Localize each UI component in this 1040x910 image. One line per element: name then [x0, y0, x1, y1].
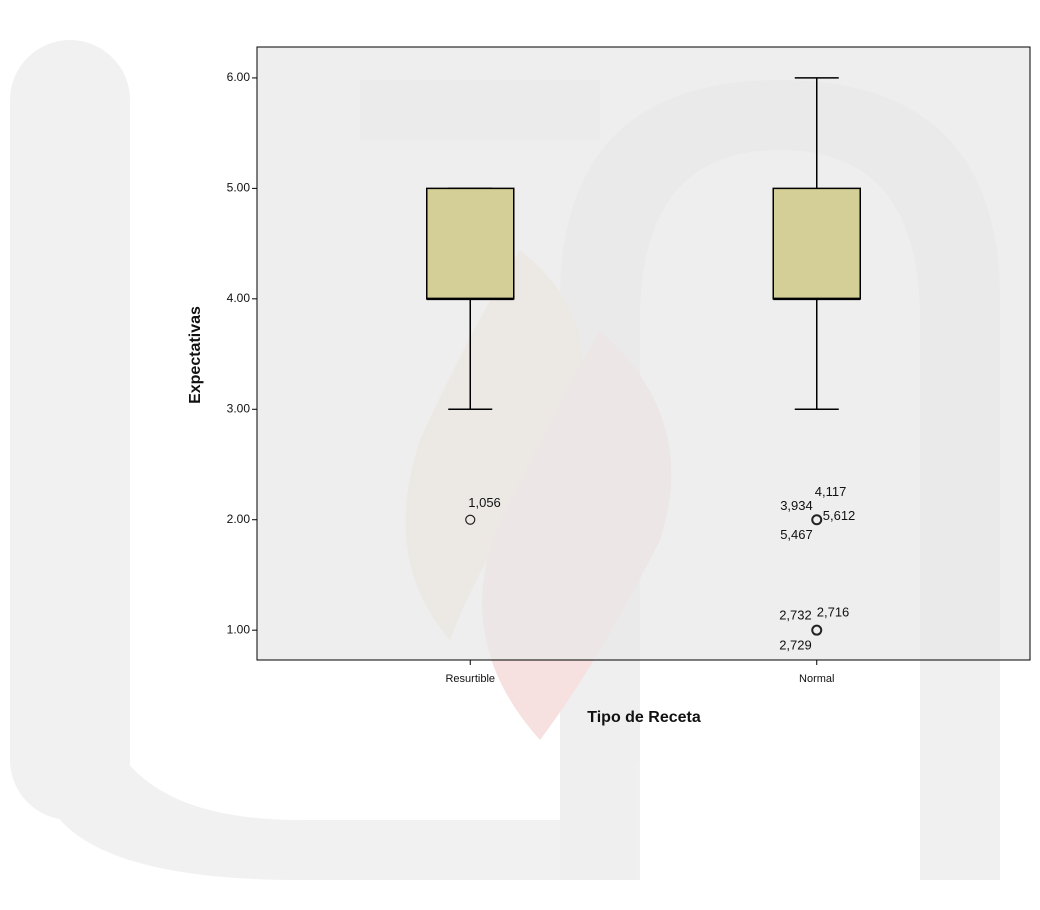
outlier-label: 4,117 — [815, 484, 847, 499]
x-tick-label: Resurtible — [445, 673, 495, 685]
watermark-shape — [10, 40, 130, 820]
outlier-label: 2,716 — [817, 605, 850, 620]
page: {"chart_data": { "type": "box", "x_label… — [0, 0, 1040, 905]
outlier-label: 3,934 — [780, 498, 813, 513]
y-tick-label: 5.00 — [227, 181, 251, 195]
outlier-label: 5,467 — [780, 527, 813, 542]
box — [427, 188, 514, 298]
y-tick-label: 2.00 — [227, 512, 251, 526]
chart: Tipo de Receta Expectativas 1.00 2.00 3.00… — [0, 0, 1040, 905]
x-axis-title: Tipo de Receta — [587, 709, 701, 726]
outlier-label: 5,612 — [823, 508, 856, 523]
outlier-label: 2,732 — [779, 608, 812, 623]
outlier-label: 1,056 — [468, 495, 501, 510]
outlier-label: 2,729 — [779, 638, 812, 653]
plot-area — [257, 47, 1030, 660]
y-tick-label: 4.00 — [227, 291, 251, 305]
y-tick-label: 6.00 — [227, 70, 251, 84]
box — [773, 188, 860, 298]
y-tick-label: 1.00 — [227, 622, 251, 636]
y-axis-title: Expectativas — [187, 306, 204, 404]
x-tick-label: Normal — [799, 673, 834, 685]
y-tick-label: 3.00 — [227, 401, 251, 415]
